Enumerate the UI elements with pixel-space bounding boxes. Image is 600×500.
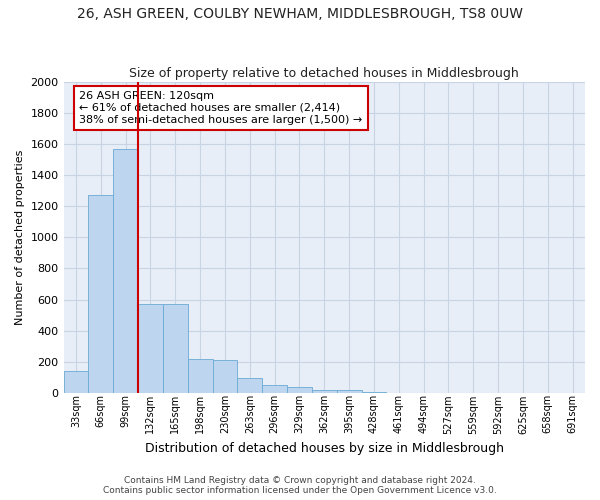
Bar — [238, 378, 262, 393]
Bar — [262, 385, 287, 393]
Bar — [287, 388, 312, 393]
Bar — [188, 358, 212, 393]
Text: 26 ASH GREEN: 120sqm
← 61% of detached houses are smaller (2,414)
38% of semi-de: 26 ASH GREEN: 120sqm ← 61% of detached h… — [79, 92, 362, 124]
Title: Size of property relative to detached houses in Middlesbrough: Size of property relative to detached ho… — [130, 66, 519, 80]
Bar — [312, 390, 337, 393]
Bar — [212, 360, 238, 393]
Bar — [163, 304, 188, 393]
X-axis label: Distribution of detached houses by size in Middlesbrough: Distribution of detached houses by size … — [145, 442, 504, 455]
Bar — [113, 149, 138, 393]
Bar — [138, 304, 163, 393]
Text: Contains HM Land Registry data © Crown copyright and database right 2024.
Contai: Contains HM Land Registry data © Crown c… — [103, 476, 497, 495]
Bar — [337, 390, 362, 393]
Bar — [64, 371, 88, 393]
Y-axis label: Number of detached properties: Number of detached properties — [15, 150, 25, 325]
Bar — [88, 196, 113, 393]
Text: 26, ASH GREEN, COULBY NEWHAM, MIDDLESBROUGH, TS8 0UW: 26, ASH GREEN, COULBY NEWHAM, MIDDLESBRO… — [77, 8, 523, 22]
Bar — [362, 392, 386, 393]
